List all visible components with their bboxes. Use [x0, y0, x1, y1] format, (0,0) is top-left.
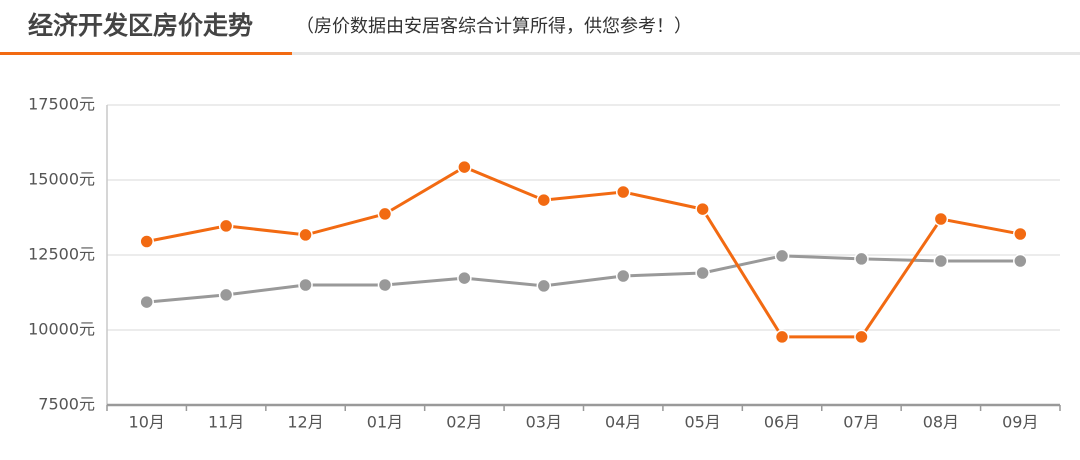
data-point	[933, 211, 949, 227]
data-point	[377, 206, 393, 222]
data-point	[1013, 253, 1028, 269]
x-tick-label: 10月	[129, 413, 165, 432]
data-point	[218, 218, 234, 234]
y-tick-label: 12500元	[28, 245, 95, 264]
x-tick-label: 02月	[446, 413, 482, 432]
x-tick-label: 11月	[208, 413, 244, 432]
data-point	[218, 287, 234, 303]
data-point	[457, 159, 472, 175]
data-point	[139, 294, 154, 310]
data-point	[536, 278, 552, 294]
data-point	[457, 270, 472, 286]
x-tick-label: 03月	[526, 413, 562, 432]
header-accent	[0, 52, 292, 55]
chart-subtitle: （房价数据由安居客综合计算所得，供您参考！）	[296, 16, 692, 37]
header-rule	[0, 52, 1080, 55]
data-point	[774, 329, 790, 345]
y-tick-label: 7500元	[38, 395, 95, 414]
data-point	[695, 265, 710, 281]
y-tick-label: 17500元	[28, 95, 95, 114]
data-point	[298, 277, 313, 293]
data-point	[615, 268, 631, 284]
data-point	[854, 251, 869, 267]
data-point	[854, 329, 869, 345]
chart-title: 经济开发区房价走势	[28, 11, 253, 40]
x-tick-label: 09月	[1002, 413, 1038, 432]
x-tick-label: 08月	[923, 413, 959, 432]
x-tick-label: 05月	[684, 413, 720, 432]
series-line	[146, 254, 1021, 304]
data-point	[377, 277, 393, 293]
x-tick-label: 06月	[764, 413, 800, 432]
y-tick-label: 15000元	[28, 170, 95, 189]
y-tick-label: 10000元	[28, 320, 95, 339]
x-tick-label: 12月	[287, 413, 323, 432]
data-point	[536, 192, 552, 208]
data-point	[139, 234, 154, 249]
data-point	[298, 227, 313, 243]
data-point	[695, 201, 710, 217]
x-tick-label: 04月	[605, 413, 641, 432]
x-tick-label: 01月	[367, 413, 403, 432]
data-point	[774, 248, 790, 264]
data-point	[615, 184, 631, 200]
series-line	[146, 165, 1021, 339]
data-point	[933, 253, 949, 269]
x-tick-label: 07月	[843, 413, 879, 432]
data-point	[1013, 226, 1028, 242]
